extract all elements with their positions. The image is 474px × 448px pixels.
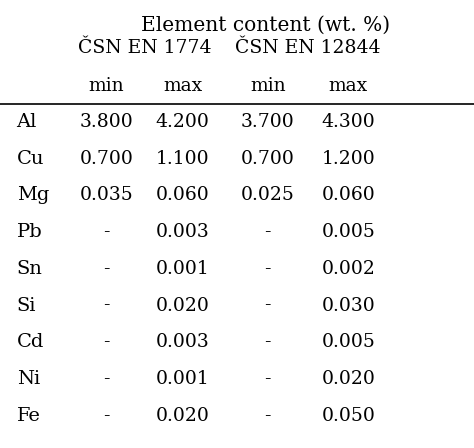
Text: 3.800: 3.800	[80, 113, 134, 131]
Text: Fe: Fe	[17, 407, 40, 425]
Text: Sn: Sn	[17, 260, 43, 278]
Text: 0.060: 0.060	[155, 186, 210, 204]
Text: -: -	[103, 223, 110, 241]
Text: 0.050: 0.050	[321, 407, 375, 425]
Text: ČSN EN 1774: ČSN EN 1774	[78, 39, 211, 57]
Text: 0.020: 0.020	[155, 297, 210, 314]
Text: -: -	[103, 297, 110, 314]
Text: Pb: Pb	[17, 223, 42, 241]
Text: 0.002: 0.002	[321, 260, 375, 278]
Text: 0.700: 0.700	[80, 150, 134, 168]
Text: -: -	[264, 297, 271, 314]
Text: 0.003: 0.003	[155, 333, 210, 351]
Text: -: -	[103, 407, 110, 425]
Text: min: min	[250, 77, 286, 95]
Text: Si: Si	[17, 297, 36, 314]
Text: Cu: Cu	[17, 150, 44, 168]
Text: 1.100: 1.100	[155, 150, 210, 168]
Text: ČSN EN 12844: ČSN EN 12844	[236, 39, 381, 57]
Text: max: max	[163, 77, 202, 95]
Text: 0.005: 0.005	[321, 223, 375, 241]
Text: 0.700: 0.700	[241, 150, 295, 168]
Text: 0.001: 0.001	[155, 260, 210, 278]
Text: 0.030: 0.030	[321, 297, 375, 314]
Text: 0.020: 0.020	[321, 370, 375, 388]
Text: 0.035: 0.035	[80, 186, 134, 204]
Text: 1.200: 1.200	[321, 150, 375, 168]
Text: 0.003: 0.003	[155, 223, 210, 241]
Text: -: -	[103, 260, 110, 278]
Text: 4.300: 4.300	[321, 113, 375, 131]
Text: 0.060: 0.060	[321, 186, 375, 204]
Text: Element content (wt. %): Element content (wt. %)	[141, 16, 390, 34]
Text: Cd: Cd	[17, 333, 44, 351]
Text: 4.200: 4.200	[155, 113, 210, 131]
Text: Al: Al	[17, 113, 37, 131]
Text: 0.025: 0.025	[241, 186, 295, 204]
Text: max: max	[329, 77, 368, 95]
Text: Mg: Mg	[17, 186, 49, 204]
Text: -: -	[264, 260, 271, 278]
Text: Ni: Ni	[17, 370, 40, 388]
Text: 3.700: 3.700	[241, 113, 295, 131]
Text: -: -	[103, 333, 110, 351]
Text: 0.005: 0.005	[321, 333, 375, 351]
Text: -: -	[103, 370, 110, 388]
Text: 0.001: 0.001	[155, 370, 210, 388]
Text: min: min	[89, 77, 125, 95]
Text: -: -	[264, 370, 271, 388]
Text: -: -	[264, 407, 271, 425]
Text: -: -	[264, 333, 271, 351]
Text: -: -	[264, 223, 271, 241]
Text: 0.020: 0.020	[155, 407, 210, 425]
